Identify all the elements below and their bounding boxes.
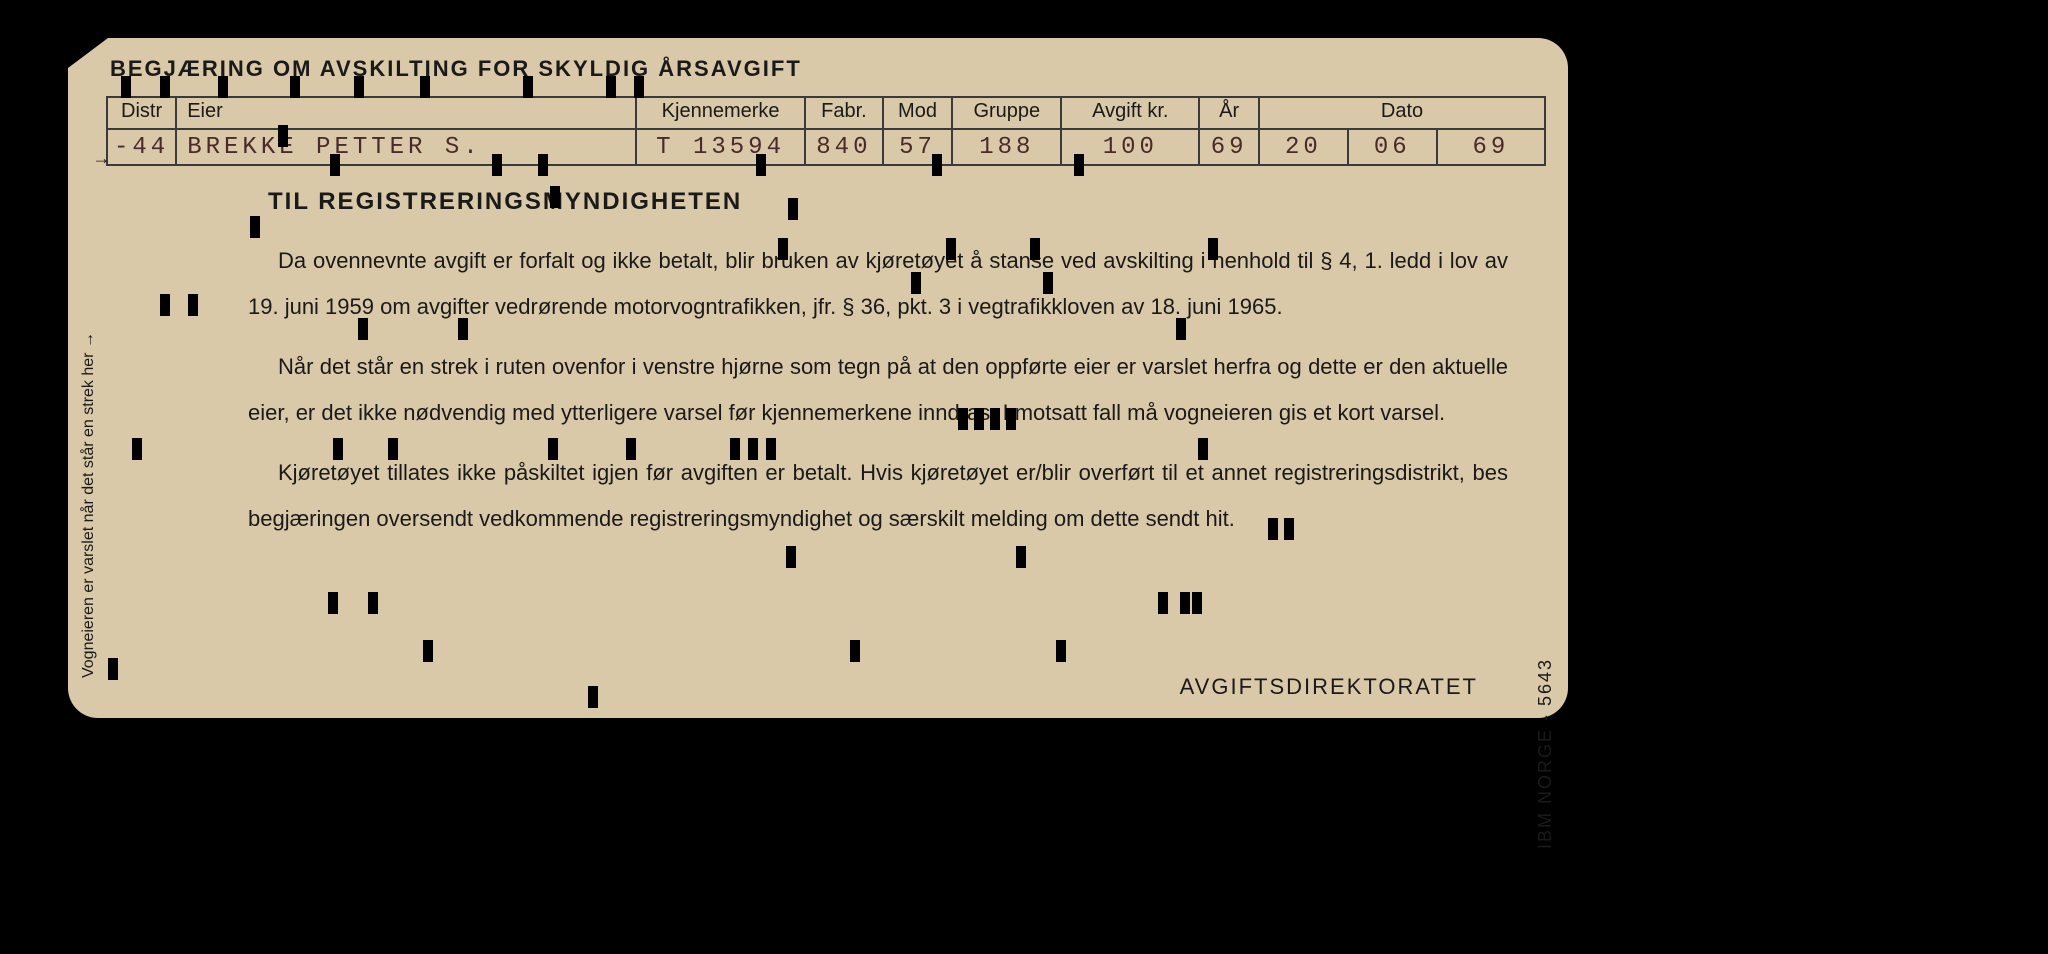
paragraph-1: Da ovennevnte avgift er forfalt og ikke … [248, 238, 1508, 330]
label-gruppe: Gruppe [952, 97, 1061, 129]
paragraph-3: Kjøretøyet tillates ikke påskiltet igjen… [248, 450, 1508, 542]
header-labels-row: Distr Eier Kjennemerke Fabr. Mod Gruppe … [107, 97, 1545, 129]
vertical-left-text: Vogneieren er varslet når det står en st… [80, 332, 98, 678]
punch-hole [330, 154, 340, 176]
card-title: BEGJÆRING OM AVSKILTING FOR SKYLDIG ÅRSA… [110, 56, 802, 82]
value-fabr: 840 [805, 129, 883, 165]
punch-hole [388, 438, 398, 460]
body-heading: TIL REGISTRERINGSMYNDIGHETEN [268, 188, 742, 216]
paragraph-2: Når det står en strek i ruten ovenfor i … [248, 344, 1508, 436]
punch-hole [588, 686, 598, 708]
punch-hole [250, 216, 260, 238]
body-text: Da ovennevnte avgift er forfalt og ikke … [248, 238, 1508, 556]
punch-hole [626, 438, 636, 460]
label-mod: Mod [883, 97, 952, 129]
punch-hole [1268, 518, 1278, 540]
punch-hole [911, 272, 921, 294]
punch-hole [606, 76, 616, 98]
punch-hole [990, 408, 1000, 430]
punch-hole [523, 76, 533, 98]
punch-hole [788, 198, 798, 220]
punch-hole [420, 76, 430, 98]
value-gruppe: 188 [952, 129, 1061, 165]
punch-hole [492, 154, 502, 176]
punch-hole [290, 76, 300, 98]
punch-card: BEGJÆRING OM AVSKILTING FOR SKYLDIG ÅRSA… [68, 38, 1568, 718]
value-kjennemerke: T 13594 [636, 129, 805, 165]
punch-hole [1284, 518, 1294, 540]
punch-hole [1043, 272, 1053, 294]
punch-hole [958, 408, 968, 430]
punch-hole [756, 154, 766, 176]
punch-hole [634, 76, 644, 98]
punch-hole [132, 438, 142, 460]
value-dato-m: 06 [1348, 129, 1437, 165]
punch-hole [108, 658, 118, 680]
header-values-row: -44 BREKKE PETTER S. T 13594 840 57 188 … [107, 129, 1545, 165]
value-ar: 69 [1199, 129, 1259, 165]
punch-hole [1158, 592, 1168, 614]
label-ar: År [1199, 97, 1259, 129]
punch-hole [1016, 546, 1026, 568]
punch-hole [932, 154, 942, 176]
punch-hole [121, 76, 131, 98]
header-table: Distr Eier Kjennemerke Fabr. Mod Gruppe … [106, 96, 1546, 166]
punch-hole [778, 238, 788, 260]
value-dato-d: 20 [1259, 129, 1348, 165]
punch-hole [974, 408, 984, 430]
punch-hole [786, 546, 796, 568]
punch-hole [218, 76, 228, 98]
punch-hole [1198, 438, 1208, 460]
punch-hole [946, 238, 956, 260]
punch-hole [358, 318, 368, 340]
punch-hole [160, 294, 170, 316]
signature: AVGIFTSDIREKTORATET [1180, 674, 1478, 700]
label-kjennemerke: Kjennemerke [636, 97, 805, 129]
label-dato: Dato [1259, 97, 1545, 129]
punch-hole [1180, 592, 1190, 614]
punch-hole [160, 76, 170, 98]
punch-hole [550, 186, 560, 208]
punch-hole [354, 76, 364, 98]
punch-hole [1208, 238, 1218, 260]
label-fabr: Fabr. [805, 97, 883, 129]
punch-hole [1176, 318, 1186, 340]
punch-hole [1030, 238, 1040, 260]
punch-hole [538, 154, 548, 176]
punch-hole [1006, 408, 1016, 430]
punch-hole [748, 438, 758, 460]
punch-hole [368, 592, 378, 614]
label-distr: Distr [107, 97, 176, 129]
value-dato-y: 69 [1437, 129, 1545, 165]
punch-hole [766, 438, 776, 460]
value-distr: -44 [107, 129, 176, 165]
punch-hole [458, 318, 468, 340]
punch-hole [278, 125, 288, 147]
punch-hole [1192, 592, 1202, 614]
punch-hole [1074, 154, 1084, 176]
punch-hole [423, 640, 433, 662]
punch-hole [548, 438, 558, 460]
value-eier: BREKKE PETTER S. [176, 129, 636, 165]
punch-hole [328, 592, 338, 614]
arrow-icon: → [96, 150, 107, 170]
punch-hole [730, 438, 740, 460]
label-avgift: Avgift kr. [1061, 97, 1199, 129]
punch-hole [850, 640, 860, 662]
punch-hole [333, 438, 343, 460]
punch-hole [188, 294, 198, 316]
punch-hole [1056, 640, 1066, 662]
label-eier: Eier [176, 97, 636, 129]
vertical-right-text: IBM NORGE - 5643 [1535, 658, 1556, 849]
